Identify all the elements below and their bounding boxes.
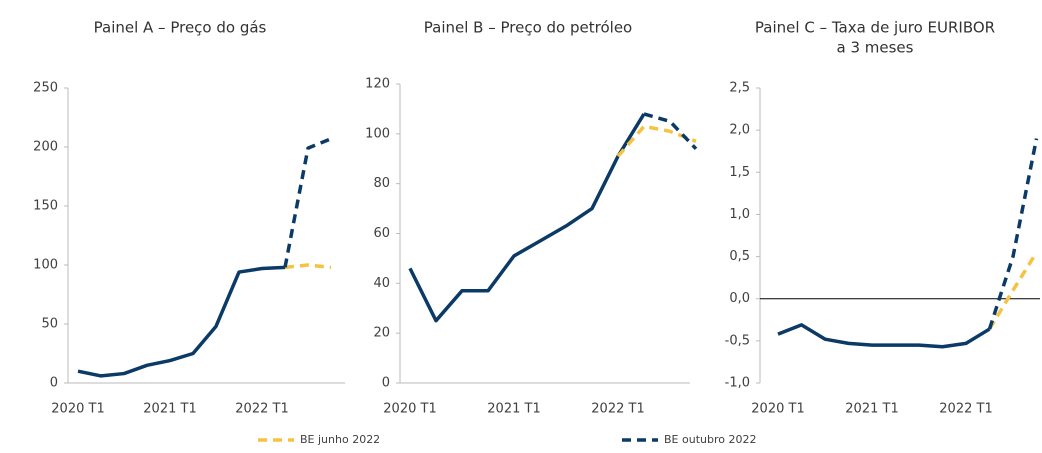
x-tick-label: 2021 T1 [143,402,196,417]
y-tick-label: 100 [365,126,390,141]
y-tick-label: 0 [50,376,58,391]
series-line [408,112,646,323]
legend-label: BE outubro 2022 [664,433,756,446]
series-line [616,124,697,158]
panel-title: Painel C – Taxa de juro EURIBOR [755,19,995,37]
y-tick-label: 150 [33,199,58,214]
x-tick-label: 2021 T1 [845,402,898,417]
series-line [987,138,1039,330]
y-tick-label: 0,5 [729,249,750,264]
x-tick-label: 2021 T1 [487,402,540,417]
y-tick-label: 40 [373,276,390,291]
x-tick-label: 2022 T1 [591,402,644,417]
y-tick-label: 0 [382,376,390,391]
y-tick-label: -0,5 [725,333,750,348]
y-tick-label: 2,5 [729,81,750,96]
series-line [77,265,286,378]
x-tick-label: 2022 T1 [939,402,992,417]
x-tick-label: 2020 T1 [751,402,804,417]
y-tick-label: 1,0 [729,207,750,222]
panel-title: Painel B – Preço do petróleo [424,19,632,37]
legend-label: BE junho 2022 [300,433,380,446]
y-tick-label: 80 [373,176,390,191]
series-line [283,137,332,268]
panel-title: a 3 meses [837,39,914,57]
y-tick-label: 2,0 [729,123,750,138]
series-line [988,251,1038,330]
series-line [777,323,991,349]
x-tick-label: 2020 T1 [51,402,104,417]
y-tick-label: 1,5 [729,165,750,180]
y-tick-label: 120 [365,77,390,92]
panel-title: Painel A – Preço do gás [94,19,267,37]
y-tick-label: -1,0 [725,376,750,391]
series-line [643,112,698,150]
y-tick-label: 0,0 [729,291,750,306]
series-line [284,263,332,270]
x-tick-label: 2020 T1 [383,402,436,417]
y-tick-label: 20 [373,326,390,341]
y-tick-label: 250 [33,81,58,96]
y-tick-label: 200 [33,140,58,155]
x-tick-label: 2022 T1 [235,402,288,417]
y-tick-label: 100 [33,258,58,273]
y-tick-label: 50 [41,317,58,332]
y-tick-label: 60 [373,226,390,241]
